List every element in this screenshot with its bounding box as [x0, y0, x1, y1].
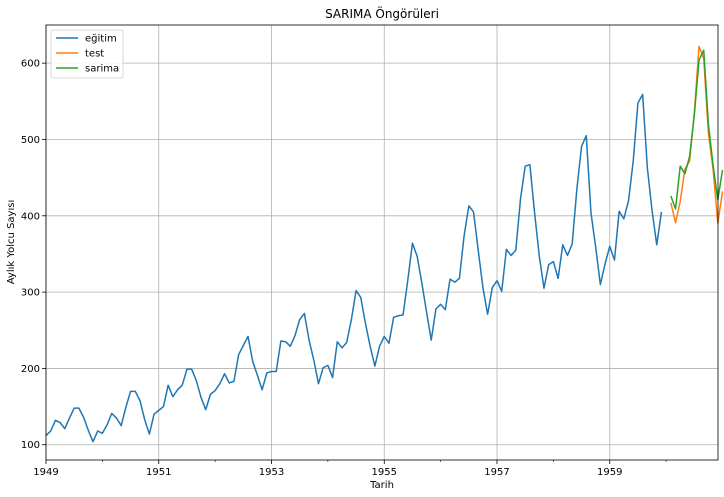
- x-tick-label-1959: 1959: [597, 467, 622, 478]
- x-tick-label-1955: 1955: [372, 467, 397, 478]
- y-tick-label-400: 400: [21, 211, 40, 222]
- y-tick-label-500: 500: [21, 135, 40, 146]
- plot-area: [46, 25, 718, 460]
- grid-lines: [45, 25, 718, 460]
- legend: eğitim test sarima: [50, 29, 124, 79]
- x-tick-label-1953: 1953: [259, 467, 284, 478]
- chart-title: SARIMA Öngörüleri: [325, 5, 439, 21]
- series-line-egitim: [45, 93, 663, 443]
- legend-label-egitim: eğitim: [85, 33, 117, 45]
- series-lines: [45, 45, 724, 443]
- x-tick-label-1951: 1951: [146, 467, 171, 478]
- y-tick-label-600: 600: [21, 59, 40, 70]
- y-tick-label-300: 300: [21, 288, 40, 299]
- x-tick-label-1949: 1949: [33, 467, 58, 478]
- y-tick-label-200: 200: [21, 364, 40, 375]
- legend-label-sarima: sarima: [85, 64, 119, 75]
- x-axis-label: Tarih: [369, 480, 394, 491]
- legend-label-test: test: [85, 49, 104, 60]
- legend-box: [50, 29, 124, 79]
- y-axis-label: Aylık Yolcu Sayısı: [6, 200, 17, 284]
- y-tick-label-100: 100: [21, 440, 40, 451]
- axis-ticks: 1949 1951 1953 1955 1957 1959 100 200 300 400 500 6…: [21, 59, 667, 478]
- plot-frame: [45, 24, 719, 461]
- series-line-sarima: [670, 49, 724, 210]
- x-tick-label-1957: 1957: [484, 467, 509, 478]
